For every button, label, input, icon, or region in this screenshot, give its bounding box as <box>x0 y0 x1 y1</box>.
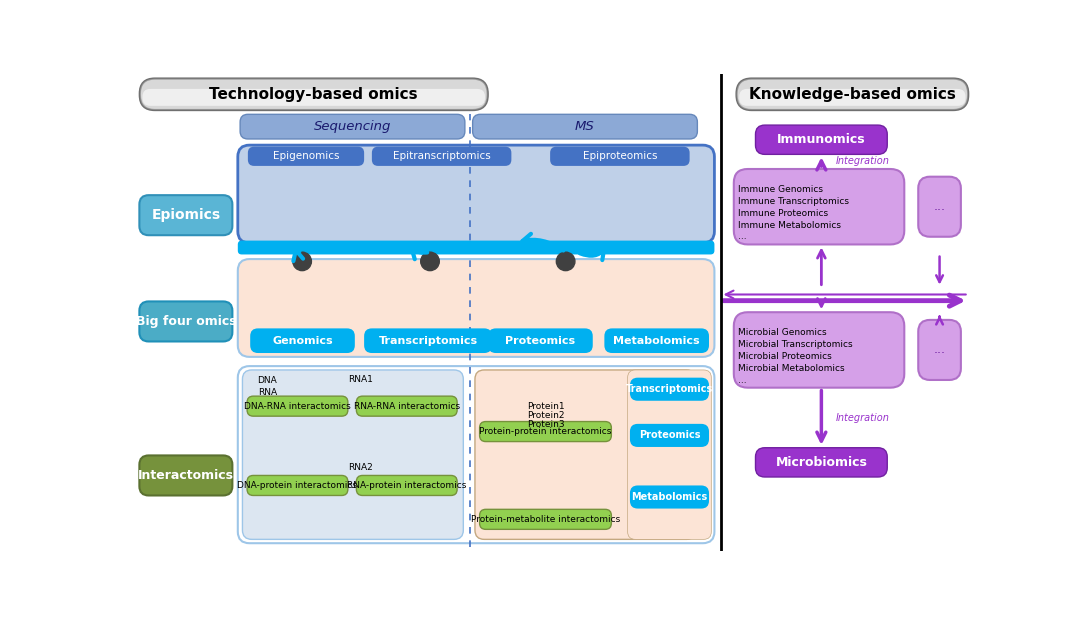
Text: DNA-protein interactomics: DNA-protein interactomics <box>237 481 358 490</box>
Text: RNA-RNA interactomics: RNA-RNA interactomics <box>353 402 460 410</box>
FancyBboxPatch shape <box>630 424 709 447</box>
Text: ...: ... <box>933 344 945 357</box>
Circle shape <box>421 252 439 271</box>
Text: Protein2: Protein2 <box>528 411 565 420</box>
FancyBboxPatch shape <box>142 89 485 106</box>
FancyBboxPatch shape <box>734 312 904 387</box>
Text: RNA2: RNA2 <box>348 463 373 472</box>
FancyBboxPatch shape <box>237 241 714 254</box>
FancyBboxPatch shape <box>241 115 465 139</box>
FancyBboxPatch shape <box>364 329 492 353</box>
Text: Big four omics: Big four omics <box>136 315 236 328</box>
FancyBboxPatch shape <box>247 396 348 416</box>
Circle shape <box>556 252 575 271</box>
FancyBboxPatch shape <box>248 147 364 166</box>
FancyBboxPatch shape <box>140 301 232 342</box>
FancyBboxPatch shape <box>141 80 487 109</box>
Text: Protein-metabolite interactomics: Protein-metabolite interactomics <box>470 515 620 524</box>
FancyBboxPatch shape <box>250 329 354 353</box>
FancyBboxPatch shape <box>237 145 714 243</box>
FancyBboxPatch shape <box>237 259 714 357</box>
Text: RNA-protein interactomics: RNA-protein interactomics <box>347 481 466 490</box>
Text: Immune Genomics
Immune Transcriptomics
Immune Proteomics
Immune Metabolomics
...: Immune Genomics Immune Transcriptomics I… <box>738 185 849 241</box>
FancyBboxPatch shape <box>736 78 969 110</box>
FancyBboxPatch shape <box>488 329 593 353</box>
Text: Knowledge-based omics: Knowledge-based omics <box>749 87 956 102</box>
FancyBboxPatch shape <box>140 195 232 235</box>
Text: Metabolomics: Metabolomics <box>631 492 708 502</box>
Text: Proteomics: Proteomics <box>505 335 576 345</box>
FancyBboxPatch shape <box>479 422 611 441</box>
FancyBboxPatch shape <box>473 115 697 139</box>
Text: Proteomics: Proteomics <box>638 430 700 440</box>
FancyBboxPatch shape <box>237 366 714 543</box>
Text: Epigenomics: Epigenomics <box>273 151 339 162</box>
FancyBboxPatch shape <box>140 78 488 110</box>
Text: Integration: Integration <box>836 156 889 167</box>
FancyBboxPatch shape <box>550 147 689 166</box>
Text: RNA1: RNA1 <box>348 376 373 384</box>
Text: Immunomics: Immunomics <box>777 133 866 146</box>
Text: Protein1: Protein1 <box>528 402 565 410</box>
FancyBboxPatch shape <box>756 125 887 154</box>
Text: Epitranscriptomics: Epitranscriptomics <box>392 151 490 162</box>
FancyBboxPatch shape <box>630 485 709 509</box>
FancyBboxPatch shape <box>756 448 887 477</box>
FancyBboxPatch shape <box>243 370 463 539</box>
FancyBboxPatch shape <box>372 147 512 166</box>
Text: Technology-based omics: Technology-based omics <box>209 87 418 102</box>
Text: Sequencing: Sequencing <box>313 120 391 133</box>
Text: ...: ... <box>933 200 945 213</box>
FancyBboxPatch shape <box>918 176 960 236</box>
FancyBboxPatch shape <box>357 396 457 416</box>
Text: DNA: DNA <box>257 376 278 385</box>
FancyBboxPatch shape <box>628 370 711 539</box>
FancyBboxPatch shape <box>475 370 696 539</box>
Text: Interactomics: Interactomics <box>138 469 234 482</box>
FancyBboxPatch shape <box>734 169 904 245</box>
Text: Protein-protein interactomics: Protein-protein interactomics <box>479 427 611 436</box>
FancyBboxPatch shape <box>479 509 611 529</box>
Text: Protein3: Protein3 <box>528 420 565 429</box>
FancyBboxPatch shape <box>140 456 232 495</box>
Text: DNA-RNA interactomics: DNA-RNA interactomics <box>244 402 351 410</box>
Text: Metabolomics: Metabolomics <box>614 335 700 345</box>
FancyBboxPatch shape <box>247 475 348 495</box>
Text: Microbial Genomics
Microbial Transcriptomics
Microbial Proteomics
Microbial Meta: Microbial Genomics Microbial Transcripto… <box>738 329 852 384</box>
Text: MS: MS <box>576 120 595 133</box>
FancyBboxPatch shape <box>738 80 967 109</box>
Text: Transcriptomics: Transcriptomics <box>625 384 713 394</box>
Text: Genomics: Genomics <box>272 335 333 345</box>
Text: Microbiomics: Microbiomics <box>775 456 867 469</box>
FancyBboxPatch shape <box>357 475 457 495</box>
FancyBboxPatch shape <box>605 329 709 353</box>
Text: RNA: RNA <box>258 387 276 397</box>
Text: Transcriptomics: Transcriptomics <box>378 335 478 345</box>
Text: Integration: Integration <box>836 413 889 423</box>
FancyBboxPatch shape <box>739 89 966 106</box>
Circle shape <box>293 252 311 271</box>
FancyBboxPatch shape <box>918 320 960 380</box>
FancyBboxPatch shape <box>630 378 709 400</box>
Text: Epiproteomics: Epiproteomics <box>582 151 657 162</box>
Text: Epiomics: Epiomics <box>152 208 220 222</box>
